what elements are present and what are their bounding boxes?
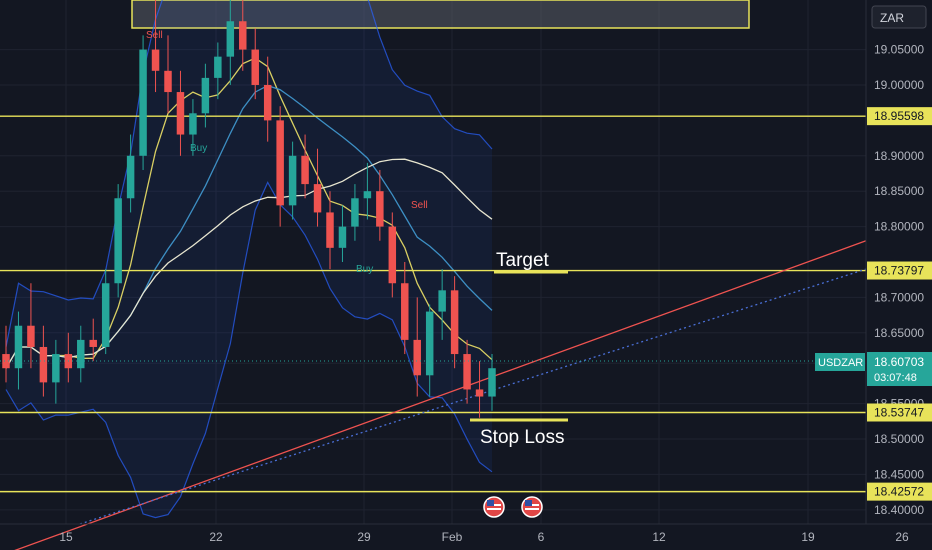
candle [351, 198, 359, 227]
level-price-label: 18.73797 [874, 264, 924, 278]
time-tick-label: Feb [442, 530, 463, 544]
bollinger-band-fill [6, 0, 492, 518]
candle [226, 21, 235, 57]
candles [2, 0, 496, 418]
candle [301, 155, 309, 185]
price-tick-label: 18.45000 [874, 467, 924, 481]
level-price-tag [867, 482, 932, 501]
bollinger-bands [5, 0, 493, 519]
candle [189, 113, 197, 135]
price-tick-label: 18.70000 [874, 290, 924, 304]
time-tick-label: 22 [209, 530, 223, 544]
trendline-red [14, 240, 867, 550]
candle [475, 389, 484, 397]
candle [450, 290, 459, 355]
candle [39, 346, 48, 383]
candle [151, 49, 160, 71]
level-price-label: 18.95598 [874, 109, 924, 123]
price-tick-label: 19.00000 [874, 78, 924, 92]
candle [338, 226, 347, 248]
bollinger-lower-line [5, 181, 493, 519]
stop-loss-label: Stop Loss [480, 427, 565, 448]
countdown-timer: 03:07:48 [874, 372, 917, 384]
time-tick-label: 15 [59, 530, 73, 544]
candle [139, 49, 147, 156]
candle [463, 354, 471, 390]
candle [488, 368, 496, 397]
horizontal-levels [0, 115, 866, 493]
buy-signal-label-2: Buy [356, 264, 373, 275]
level-price-label: 18.42572 [874, 485, 924, 499]
time-tick-label: 29 [357, 530, 371, 544]
candle [239, 21, 247, 50]
candle [52, 354, 60, 383]
highlight-zone [131, 0, 750, 29]
candle [413, 339, 421, 376]
candle [77, 339, 85, 369]
price-tick-label: 18.50000 [874, 432, 924, 446]
sell-signal-label-2: Sell [411, 200, 428, 211]
candle [114, 198, 122, 284]
price-tick-label: 19.05000 [874, 43, 924, 57]
candle [388, 226, 397, 284]
buy-signal-label-1: Buy [190, 143, 207, 154]
current-price-tag [867, 352, 932, 386]
candle [2, 354, 10, 369]
ma-slow-line [5, 158, 493, 369]
price-tick-label: 18.40000 [874, 503, 924, 517]
time-tick-label: 26 [895, 530, 909, 544]
time-tick-label: 6 [538, 530, 545, 544]
candle [263, 84, 272, 121]
symbol-tag [815, 353, 865, 371]
price-tick-label: 18.80000 [874, 220, 924, 234]
sell-signal-label-1: Sell [146, 30, 163, 41]
candle [438, 290, 446, 312]
candle [14, 325, 23, 369]
time-tick-label: 19 [801, 530, 815, 544]
candle [214, 56, 222, 78]
level-price-tag [867, 261, 932, 280]
candle [313, 184, 322, 213]
level-price-tag [867, 107, 932, 126]
candle [126, 155, 135, 199]
candle [101, 283, 110, 347]
currency-badge[interactable] [871, 5, 927, 29]
ma-fast-line [5, 57, 493, 369]
price-axis[interactable]: 19.05000 19.00000 18.95598 18.90000 18.85000… [867, 43, 932, 517]
bollinger-upper-line [5, 0, 493, 348]
target-label: Target [496, 250, 550, 271]
candle [276, 120, 284, 206]
us-flag-event-icon[interactable] [521, 496, 543, 518]
level-price-label: 18.53747 [874, 405, 924, 419]
level-price-tag [867, 403, 932, 422]
time-axis[interactable]: 15 22 29 Feb 6 12 19 26 [59, 530, 909, 544]
candle [201, 77, 210, 114]
price-tick-label: 18.85000 [874, 184, 924, 198]
candle [164, 70, 172, 93]
candle [251, 49, 259, 85]
us-flag-event-icon[interactable] [483, 496, 505, 518]
candle [425, 311, 434, 376]
candle [89, 339, 97, 347]
candle [401, 283, 409, 340]
currency-badge-text: ZAR [880, 11, 904, 25]
symbol-tag-text: USDZAR [818, 357, 863, 369]
current-price-value: 18.60703 [874, 355, 924, 369]
candle [288, 155, 297, 206]
moving-averages [5, 57, 493, 369]
candle [326, 212, 334, 248]
candle [376, 191, 384, 227]
candle [27, 325, 35, 347]
price-tick-label: 18.90000 [874, 149, 924, 163]
time-tick-label: 12 [652, 530, 666, 544]
trendlines [14, 240, 867, 550]
price-tick-label: 18.65000 [874, 326, 924, 340]
candle [176, 92, 185, 135]
candle [363, 191, 372, 199]
